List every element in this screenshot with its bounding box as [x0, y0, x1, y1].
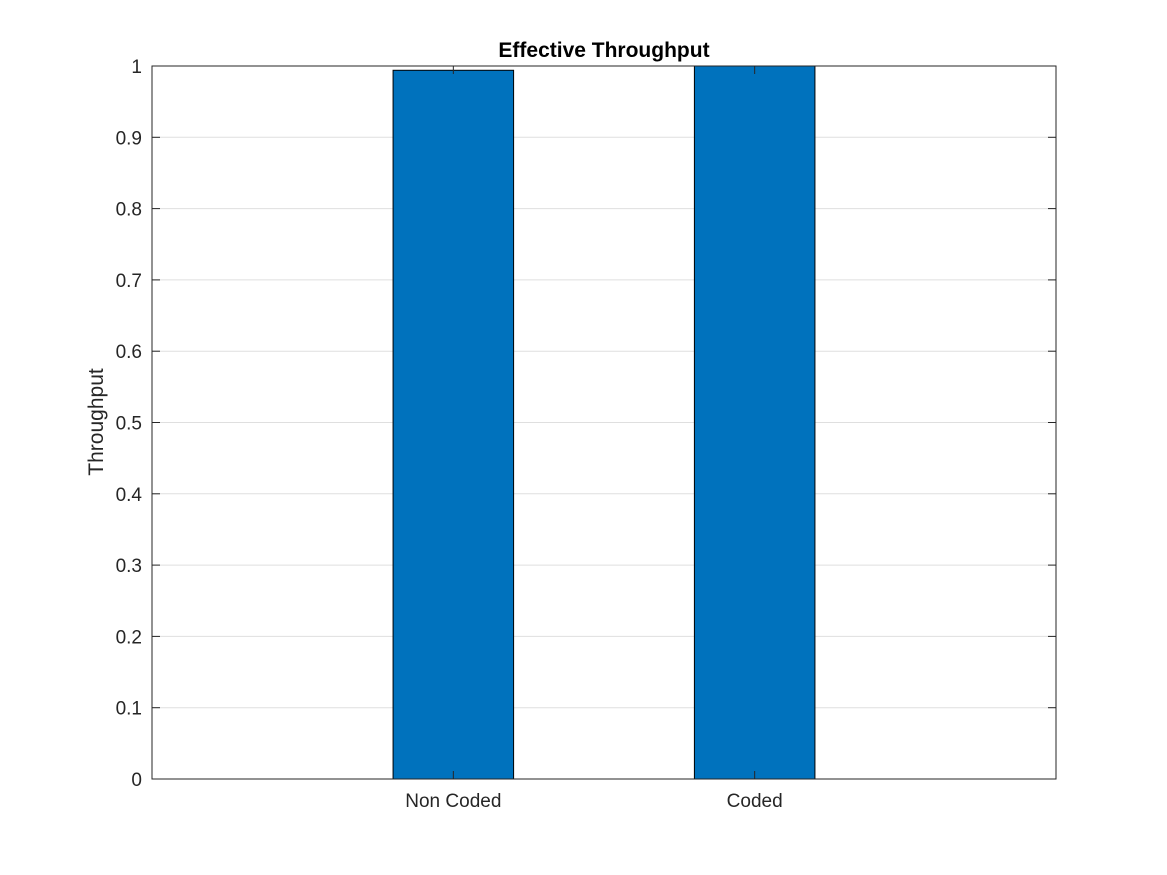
y-tick-label: 0.4	[116, 485, 143, 506]
y-tick-label: 0.8	[116, 200, 142, 221]
axes	[151, 65, 1057, 780]
grid-lines	[152, 136, 1056, 709]
tick-labels: 0 0.1 0.2 0.3 0.4 0.5 0.6 0.7 0.8 0.9 1 Non Coded Co…	[116, 57, 783, 812]
y-tick-label: 0.5	[116, 414, 142, 435]
x-tick-label: Coded	[727, 791, 783, 812]
y-tick-label: 0.9	[116, 128, 142, 149]
y-tick-label: 0.1	[116, 699, 142, 720]
x-tick-label: Non Coded	[405, 791, 501, 812]
bar	[392, 69, 515, 780]
y-tick-label: 0	[131, 770, 142, 791]
y-tick-label: 0.2	[116, 627, 142, 648]
y-tick-label: 0.3	[116, 556, 142, 577]
y-tick-label: 0.7	[116, 271, 142, 292]
chart-title: Effective Throughput	[498, 39, 709, 62]
y-axis-label: Throughput	[85, 368, 108, 476]
bars	[392, 65, 816, 780]
bar	[693, 65, 816, 780]
y-tick-label: 1	[131, 57, 142, 78]
y-tick-label: 0.6	[116, 342, 142, 363]
